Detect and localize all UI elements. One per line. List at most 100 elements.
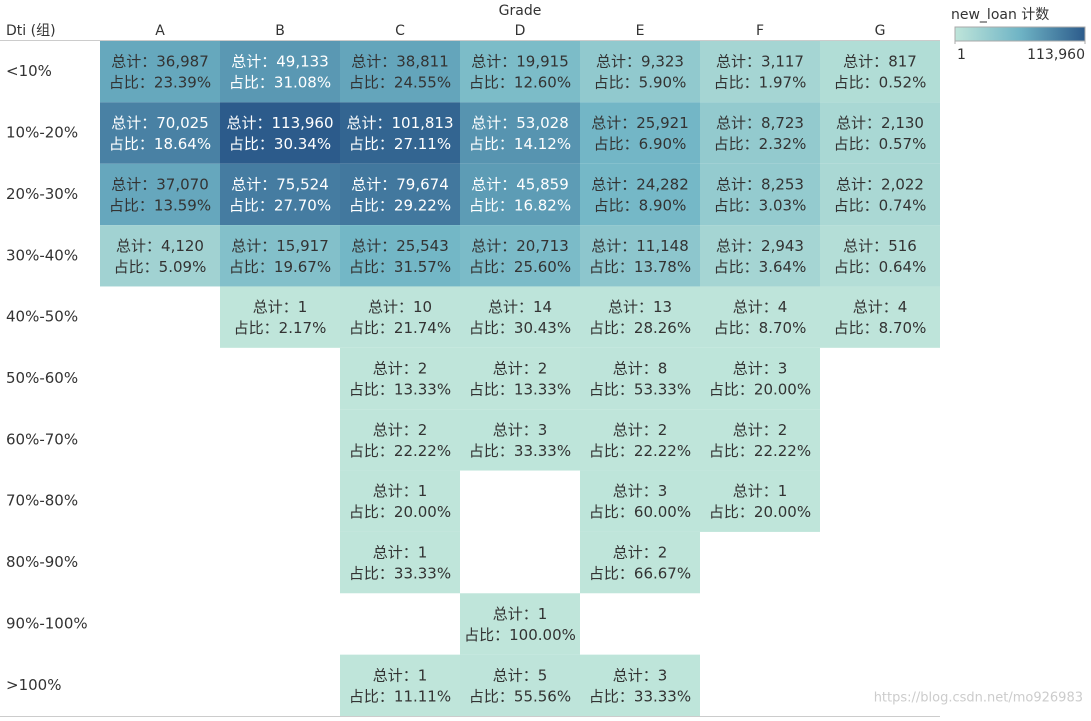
share-label: 22.22% [634, 441, 691, 459]
count-label: 75,524 [276, 175, 329, 193]
cell-count: 总计：1 [373, 666, 428, 684]
count-label: 1 [418, 543, 428, 561]
count-prefix: 总计： [853, 298, 898, 316]
count-prefix: 总计： [493, 604, 538, 622]
share-label: 13.33% [514, 380, 571, 398]
share-prefix: 占比： [834, 135, 879, 153]
share-label: 2.32% [759, 135, 807, 153]
count-label: 1 [538, 604, 548, 622]
cell-share: 占比：33.33% [589, 687, 691, 705]
share-label: 100.00% [509, 625, 576, 643]
heatmap-cell [340, 225, 460, 287]
count-prefix: 总计： [471, 52, 516, 70]
cell-count: 总计：1 [493, 604, 548, 622]
count-prefix: 总计： [368, 298, 413, 316]
count-prefix: 总计： [116, 236, 161, 254]
cell-share: 占比：0.64% [834, 257, 927, 275]
cell-share: 占比：0.74% [834, 196, 927, 214]
count-prefix: 总计： [613, 543, 658, 561]
cell-count: 总计：5 [493, 666, 548, 684]
count-prefix: 总计： [373, 666, 418, 684]
count-label: 3 [658, 482, 668, 500]
share-label: 66.67% [634, 564, 691, 582]
count-label: 11,148 [636, 236, 689, 254]
cell-share: 占比：21.74% [349, 319, 451, 337]
share-label: 2.17% [279, 319, 327, 337]
share-prefix: 占比： [349, 503, 394, 521]
cell-count: 总计：1 [373, 543, 428, 561]
cell-share: 占比：2.32% [714, 135, 807, 153]
cell-count: 总计：53,028 [471, 114, 569, 132]
count-prefix: 总计： [231, 52, 276, 70]
heatmap-cell [580, 531, 700, 594]
cell-share: 占比：8.70% [714, 319, 807, 337]
cell-share: 占比：24.55% [349, 73, 451, 91]
share-prefix: 占比： [469, 687, 514, 705]
heatmap-cell [460, 409, 580, 471]
count-label: 3,117 [761, 52, 804, 70]
x-tick-label: G [875, 23, 886, 39]
share-prefix: 占比： [594, 135, 639, 153]
count-label: 3 [538, 420, 548, 438]
share-prefix: 占比： [469, 73, 514, 91]
count-label: 3 [658, 666, 668, 684]
cell-share: 占比：53.33% [589, 380, 691, 398]
cell-share: 占比：33.33% [349, 564, 451, 582]
count-label: 817 [888, 52, 917, 70]
count-prefix: 总计： [836, 114, 881, 132]
cell-share: 占比：31.08% [229, 73, 331, 91]
share-prefix: 占比： [589, 380, 634, 398]
share-label: 12.60% [514, 73, 571, 91]
share-label: 25.60% [514, 257, 571, 275]
share-prefix: 占比： [349, 73, 394, 91]
count-prefix: 总计： [613, 420, 658, 438]
share-prefix: 占比： [349, 135, 394, 153]
share-label: 3.03% [759, 196, 807, 214]
count-label: 19,915 [516, 52, 569, 70]
share-prefix: 占比： [714, 196, 759, 214]
heatmap-cell [820, 286, 940, 348]
count-label: 15,917 [276, 236, 329, 254]
cell-share: 占比：23.39% [109, 73, 211, 91]
share-prefix: 占比： [114, 257, 159, 275]
cell-share: 占比：22.22% [349, 441, 451, 459]
count-prefix: 总计： [231, 236, 276, 254]
share-prefix: 占比： [589, 564, 634, 582]
cell-share: 占比：28.26% [589, 319, 691, 337]
share-label: 27.11% [394, 135, 451, 153]
cell-share: 占比：19.67% [229, 257, 331, 275]
cell-count: 总计：14 [488, 298, 552, 316]
share-prefix: 占比： [349, 257, 394, 275]
y-tick-label: 80%-90% [6, 553, 78, 571]
share-prefix: 占比： [589, 503, 634, 521]
count-prefix: 总计： [351, 175, 396, 193]
count-label: 1 [418, 482, 428, 500]
cell-share: 占比：3.64% [714, 257, 807, 275]
count-prefix: 总计： [613, 666, 658, 684]
cell-share: 占比：5.09% [114, 257, 207, 275]
count-prefix: 总计： [591, 175, 636, 193]
share-prefix: 占比： [469, 380, 514, 398]
count-prefix: 总计： [716, 236, 761, 254]
share-prefix: 占比： [349, 380, 394, 398]
share-prefix: 占比： [714, 135, 759, 153]
cell-count: 总计：2,022 [836, 175, 924, 193]
cell-count: 总计：817 [843, 52, 917, 70]
share-label: 30.34% [274, 135, 331, 153]
count-prefix: 总计： [716, 114, 761, 132]
cell-share: 占比：27.11% [349, 135, 451, 153]
cell-count: 总计：37,070 [111, 175, 209, 193]
heatmap-cell [580, 654, 700, 716]
count-label: 38,811 [396, 52, 449, 70]
cell-share: 占比：60.00% [589, 503, 691, 521]
share-prefix: 占比： [834, 196, 879, 214]
count-prefix: 总计： [591, 236, 636, 254]
share-label: 24.55% [394, 73, 451, 91]
heatmap-cell [340, 286, 460, 348]
count-prefix: 总计： [493, 666, 538, 684]
cell-share: 占比：3.03% [714, 196, 807, 214]
count-label: 13 [653, 298, 672, 316]
cell-share: 占比：20.00% [709, 503, 811, 521]
count-label: 9,323 [641, 52, 684, 70]
cell-share: 占比：5.90% [594, 73, 687, 91]
